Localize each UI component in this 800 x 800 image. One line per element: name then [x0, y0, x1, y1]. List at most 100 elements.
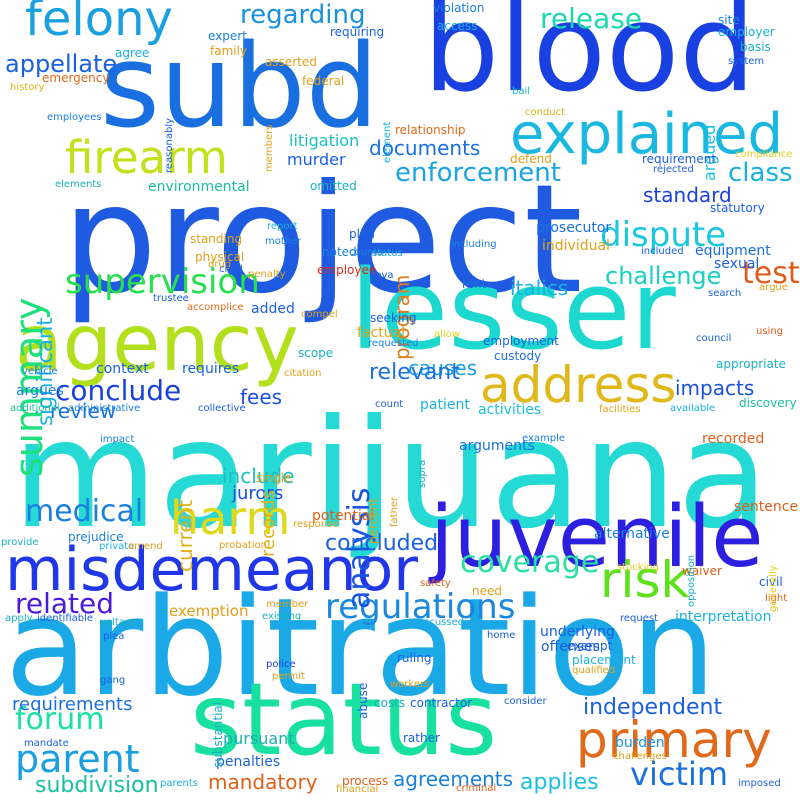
- word-safety: safety: [420, 578, 451, 589]
- word-jurors: jurors: [232, 483, 284, 504]
- word-rent: rent: [462, 277, 487, 291]
- word-member: member: [266, 599, 309, 610]
- word-apply: apply: [5, 613, 33, 624]
- word-fees: fees: [240, 385, 283, 409]
- word-arguments: arguments: [459, 438, 535, 454]
- word-search: search: [708, 288, 742, 299]
- word-felony: felony: [25, 0, 173, 47]
- word-vehicle: vehicle: [22, 366, 58, 377]
- word-available: available: [670, 403, 716, 414]
- word-citation: citation: [284, 368, 322, 379]
- word-workers: workers: [390, 679, 430, 690]
- word-defend: defend: [510, 152, 552, 166]
- word-single: single: [256, 471, 292, 485]
- word-sentence: sentence: [734, 499, 799, 515]
- word-enforcement: enforcement: [395, 158, 561, 188]
- word-imposed: imposed: [738, 778, 781, 789]
- word-example: example: [522, 433, 566, 444]
- word-family: family: [210, 44, 248, 58]
- word-need: need: [472, 584, 502, 598]
- word-count: count: [375, 399, 404, 410]
- word-ruling: ruling: [397, 651, 432, 665]
- word-collective: collective: [198, 403, 246, 414]
- word-appropriate: appropriate: [716, 357, 786, 371]
- word-conclude: conclude: [55, 374, 182, 407]
- word-agreements: agreements: [393, 767, 514, 791]
- word-primary: primary: [576, 711, 772, 769]
- word-allow: allow: [434, 329, 460, 340]
- word-patient: patient: [420, 397, 470, 413]
- word-argue: argue: [759, 282, 788, 293]
- word-council: council: [696, 333, 732, 344]
- word-rejected: rejected: [653, 164, 694, 175]
- word-employment: employment: [483, 334, 559, 348]
- word-trustee: trustee: [153, 293, 189, 304]
- word-federal: federal: [302, 74, 345, 88]
- word-address: address: [480, 356, 677, 414]
- word-police: police: [266, 659, 296, 670]
- word-compel: compel: [301, 309, 338, 320]
- word-parents: parents: [160, 778, 198, 789]
- word-context: context: [96, 361, 149, 377]
- word-misdemeanor: misdemeanor: [5, 535, 418, 605]
- word-added: added: [251, 301, 295, 317]
- word-causes: causes: [408, 356, 478, 380]
- word-waiver: waiver: [682, 564, 722, 578]
- word-release: release: [540, 2, 643, 35]
- word-father: father: [389, 496, 400, 527]
- word-light: light: [765, 593, 788, 604]
- word-drug: drug: [208, 259, 232, 270]
- word-requested: requested: [368, 338, 419, 349]
- word-asserted: asserted: [265, 55, 317, 69]
- word-plea: plea: [103, 631, 125, 642]
- word-impacts: impacts: [675, 376, 755, 400]
- word-identifiable: identifiable: [37, 613, 94, 624]
- word-provide: provide: [1, 537, 39, 548]
- word-elements: elements: [55, 179, 102, 190]
- word-report: report: [267, 221, 298, 232]
- word-mandate: mandate: [24, 738, 69, 749]
- word-forum: forum: [15, 702, 105, 737]
- word-home: home: [487, 630, 516, 641]
- word-including: including: [451, 239, 497, 250]
- word-standard: standard: [643, 183, 732, 207]
- word-exempt: exempt: [567, 639, 613, 653]
- word-response: response: [293, 519, 339, 530]
- word-status: status: [190, 661, 498, 778]
- word-related: related: [15, 587, 115, 620]
- word-administrative: administrative: [68, 403, 141, 414]
- word-independent: independent: [583, 695, 723, 720]
- word-qualified: qualified: [572, 665, 616, 676]
- word-include: include: [222, 464, 295, 488]
- word-litigation: litigation: [289, 131, 360, 150]
- word-prejudice: prejudice: [68, 530, 124, 544]
- word-exemption: exemption: [169, 602, 249, 620]
- word-medical: medical: [25, 494, 144, 529]
- word-status: status: [372, 248, 403, 259]
- word-harm: harm: [170, 491, 291, 545]
- word-potential: potential: [312, 508, 375, 524]
- word-included: included: [641, 246, 684, 257]
- word-risk: risk: [600, 551, 690, 609]
- word-violation: violation: [433, 1, 485, 15]
- word-regarding: regarding: [240, 0, 366, 30]
- word-percent: percent: [366, 498, 380, 544]
- word-recorded: recorded: [702, 431, 765, 447]
- word-subdivision: subdivision: [35, 773, 159, 798]
- word-system: system: [728, 56, 765, 67]
- word-murder: murder: [287, 150, 346, 169]
- word-supervision: supervision: [65, 262, 260, 302]
- word-argues: argues: [16, 383, 64, 399]
- word-costs: costs: [374, 696, 406, 710]
- word-access: access: [437, 19, 478, 33]
- word-placement: placement: [572, 653, 636, 667]
- word-firearm: firearm: [65, 131, 228, 184]
- word-impact: impact: [100, 434, 135, 445]
- word-discovery: discovery: [739, 396, 797, 410]
- word-offenses: offenses: [541, 639, 600, 655]
- word-opposition: opposition: [686, 554, 697, 607]
- word-facilities: facilities: [599, 404, 641, 415]
- word-process: process: [342, 774, 389, 788]
- word-criminal: criminal: [456, 783, 497, 794]
